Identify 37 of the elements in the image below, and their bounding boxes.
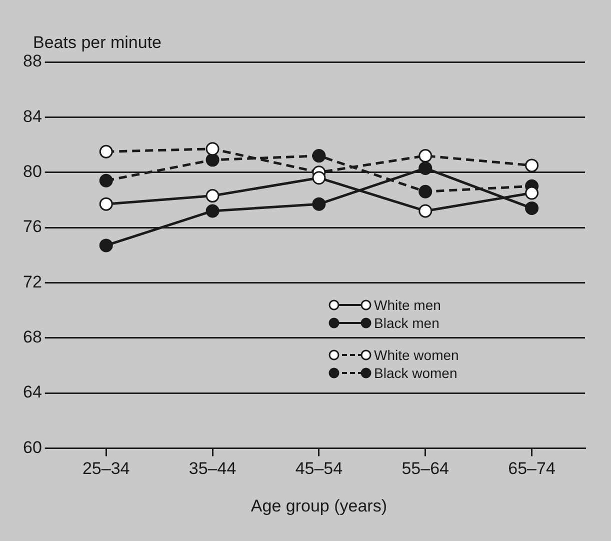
y-tick-label: 88 [22,52,42,71]
x-tick-label: 35–44 [188,459,236,478]
y-tick-label: 80 [22,162,42,182]
point [418,149,432,163]
x-tick-label: 45–54 [295,459,343,478]
point [312,171,326,185]
y-tick-label: 72 [22,272,42,292]
x-axis-title: Age group (years) [250,496,387,516]
y-tick-label: 60 [22,438,42,457]
point [312,197,326,211]
x-tick-label: 55–64 [402,459,450,478]
point [525,201,539,215]
legend-label: White men [374,297,441,313]
point [312,149,326,163]
legend-label: White women [374,347,459,363]
point [418,184,432,198]
point [418,204,432,218]
legend-label: Black men [374,315,440,331]
point [206,142,220,156]
y-tick-label: 64 [22,382,42,402]
point [99,174,113,188]
point [525,158,539,172]
point [206,153,220,167]
legend-label: Black women [374,365,458,381]
x-tick-label: 65–74 [508,459,556,478]
y-tick-label: 84 [22,106,42,126]
point [99,144,113,158]
y-tick-label: 68 [22,328,42,347]
y-axis-title: Beats per minute [33,33,162,53]
x-tick-label: 25–34 [82,459,130,478]
point [418,161,432,175]
point [206,204,220,218]
point [206,189,220,203]
point [99,197,113,211]
y-tick-label: 76 [22,217,42,236]
point [99,238,113,252]
point [525,186,539,200]
